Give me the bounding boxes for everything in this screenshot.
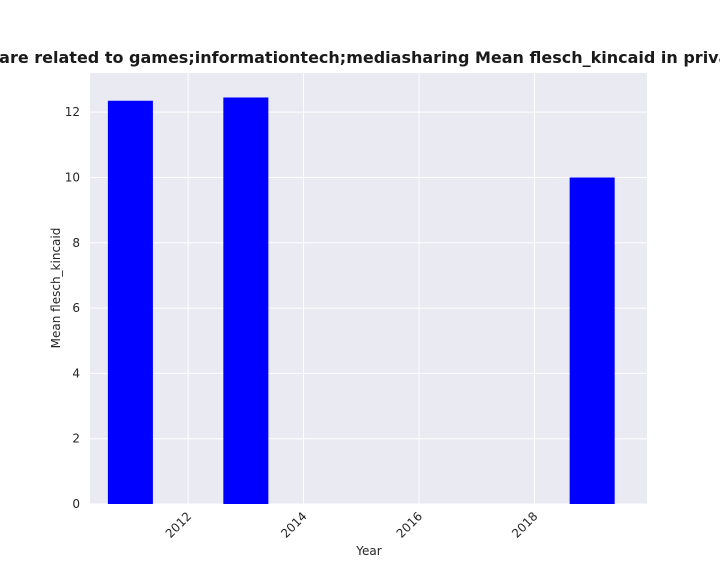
y-tick-label: 4 [72,366,80,380]
bar-2011 [107,100,153,504]
y-tick-label: 2 [72,432,80,446]
bars [107,97,615,504]
x-axis-ticks: 2012 2014 2016 2018 [163,509,541,540]
bar-2019 [569,177,615,504]
x-tick-label: 2018 [509,509,540,540]
x-axis-label: Year [355,544,381,558]
y-axis-label: Mean flesch_kincaid [49,228,63,349]
y-tick-label: 0 [72,497,80,511]
y-tick-label: 10 [65,170,80,184]
x-tick-label: 2014 [278,509,309,540]
x-tick-label: 2012 [163,509,194,540]
grid-lines [90,73,647,505]
y-tick-label: 8 [72,236,80,250]
plot-area [90,73,647,504]
bar-2013 [223,97,269,504]
y-tick-label: 12 [65,105,80,119]
x-tick-label: 2016 [394,509,425,540]
chart-title: Categories are related to games;informat… [0,48,720,67]
y-tick-label: 6 [72,301,80,315]
y-axis-ticks: 0 2 4 6 8 10 12 [65,105,80,511]
